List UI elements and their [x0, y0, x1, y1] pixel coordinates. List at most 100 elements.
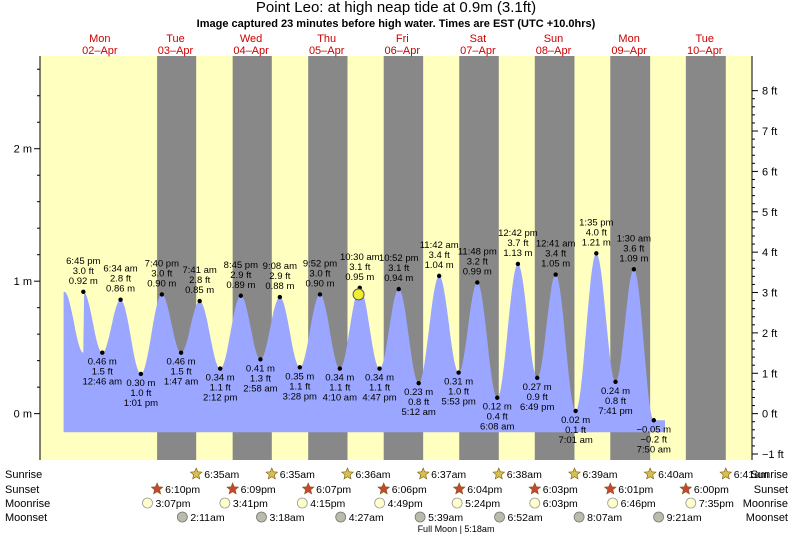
date-label: 06–Apr — [385, 45, 421, 57]
moonrise-time: 5:24pm — [465, 498, 500, 510]
high-tide-label: 2.8 ft — [189, 275, 210, 286]
low-tide-label: 0.24 m — [601, 386, 630, 397]
day-of-week-label: Thu — [317, 33, 336, 45]
moonrise-moon-icon — [142, 497, 153, 509]
moonrise-time: 6:46pm — [621, 498, 656, 510]
sunrise-time: 6:40am — [658, 469, 693, 481]
high-tide-label: 6:45 pm — [66, 256, 100, 267]
date-label: 04–Apr — [233, 45, 269, 57]
sunrise-star-icon — [416, 467, 430, 480]
high-tide-label: 11:48 pm — [458, 247, 497, 258]
low-tide-label: 6:49 pm — [520, 402, 554, 413]
right-axis-label: 3 ft — [762, 288, 777, 300]
moonset-row-label-left: Moonset — [5, 512, 47, 524]
date-label: 08–Apr — [536, 45, 572, 57]
day-of-week-label: Wed — [240, 33, 262, 45]
tide-point — [553, 272, 558, 277]
sunset-time: 6:04pm — [467, 484, 502, 496]
sunrise-star-icon — [643, 467, 657, 480]
tide-point — [178, 350, 184, 355]
high-tide-label: 2.9 ft — [269, 271, 290, 282]
high-tide-label: 3.1 ft — [349, 262, 370, 273]
low-tide-label: 0.02 m — [561, 415, 590, 426]
tide-point — [317, 292, 323, 297]
moonset-row-label-right: Moonset — [746, 512, 788, 524]
high-tide-label: 9:08 am — [263, 261, 297, 272]
high-tide-label: 7:41 am — [183, 265, 217, 276]
day-of-week-label: Sun — [544, 33, 564, 45]
sunset-time: 6:06pm — [392, 484, 427, 496]
low-tide-label: 5:53 pm — [441, 397, 475, 408]
high-tide-label: 3.1 ft — [388, 263, 409, 274]
sunset-star-icon — [452, 482, 466, 495]
high-tide-label: 1.04 m — [425, 260, 454, 271]
tide-point — [456, 370, 461, 375]
sunrise-star-icon — [568, 467, 581, 480]
sunrise-star-icon — [265, 467, 279, 480]
tide-point — [100, 350, 105, 355]
tide-point — [594, 251, 599, 256]
moonrise-row-label-right: Moonrise — [743, 498, 788, 510]
low-tide-label: −0.05 m — [637, 424, 672, 435]
high-tide-label: 1.05 m — [541, 259, 570, 270]
right-axis-label: 1 ft — [762, 368, 777, 380]
low-tide-label: 0.9 ft — [527, 392, 548, 403]
sunset-star-icon — [377, 482, 391, 495]
high-tide-label: 0.90 m — [147, 278, 176, 289]
tide-point — [613, 379, 618, 385]
low-tide-label: 0.41 m — [246, 363, 275, 374]
sunset-star-icon — [603, 482, 617, 495]
right-axis-label: 2 ft — [762, 328, 777, 340]
tide-point — [297, 365, 303, 370]
high-tide-label: 10:52 pm — [379, 253, 419, 264]
chart-subtitle: Image captured 23 minutes before high wa… — [197, 18, 596, 30]
tide-point — [258, 357, 263, 362]
current-level-marker — [352, 288, 365, 301]
high-tide-label: 1.09 m — [619, 253, 648, 264]
low-tide-label: 0.8 ft — [605, 396, 626, 407]
chart-title: Point Leo: at high neap tide at 0.9m (3.… — [256, 0, 536, 16]
high-tide-label: 9:52 pm — [303, 258, 337, 269]
high-tide-label: 1.21 m — [582, 237, 611, 248]
tide-point — [515, 261, 521, 267]
high-tide-label: 3.2 ft — [467, 257, 488, 268]
high-tide-label: 0.89 m — [226, 280, 255, 291]
moonset-time: 2:11am — [190, 512, 224, 524]
date-label: 03–Apr — [158, 45, 194, 57]
low-tide-label: 0.27 m — [523, 382, 552, 393]
high-tide-label: 4.0 ft — [586, 227, 607, 238]
right-axis-label: 8 ft — [762, 86, 777, 98]
high-tide-label: 0.94 m — [384, 273, 413, 284]
left-axis-label: 0 m — [14, 409, 32, 421]
low-tide-label: 4:47 pm — [362, 393, 396, 404]
high-tide-label: 0.88 m — [265, 281, 294, 292]
low-tide-label: 0.4 ft — [487, 412, 508, 423]
left-axis-label: 2 m — [14, 144, 32, 156]
low-tide-label: 1.1 ft — [289, 381, 310, 392]
low-tide-label: 1:01 pm — [124, 398, 158, 409]
sunrise-time: 6:38am — [507, 469, 542, 481]
tide-point — [118, 297, 123, 302]
low-tide-label: −0.2 ft — [640, 434, 667, 445]
high-tide-label: 1:30 am — [617, 233, 651, 244]
sunrise-star-icon — [492, 467, 506, 480]
low-tide-label: 7:01 am — [558, 435, 592, 446]
high-tide-label: 8:45 pm — [224, 260, 258, 271]
low-tide-label: 2:58 am — [243, 383, 277, 394]
high-tide-label: 0.86 m — [106, 284, 135, 295]
sunset-time: 6:10pm — [165, 484, 200, 496]
low-tide-label: 0.35 m — [285, 371, 314, 382]
moonrise-moon-icon — [685, 497, 697, 509]
low-tide-label: 1.0 ft — [448, 387, 469, 398]
current-level-dot — [352, 288, 365, 301]
moonset-moon-icon — [176, 511, 188, 523]
tide-point — [651, 418, 657, 423]
date-label: 10–Apr — [687, 45, 723, 57]
high-tide-label: 0.99 m — [463, 267, 492, 278]
day-labels: Mon02–AprTue03–AprWed04–AprThu05–AprFri0… — [82, 33, 723, 57]
date-label: 09–Apr — [611, 45, 647, 57]
right-axis-label: 6 ft — [762, 166, 777, 178]
tide-point — [475, 280, 480, 285]
